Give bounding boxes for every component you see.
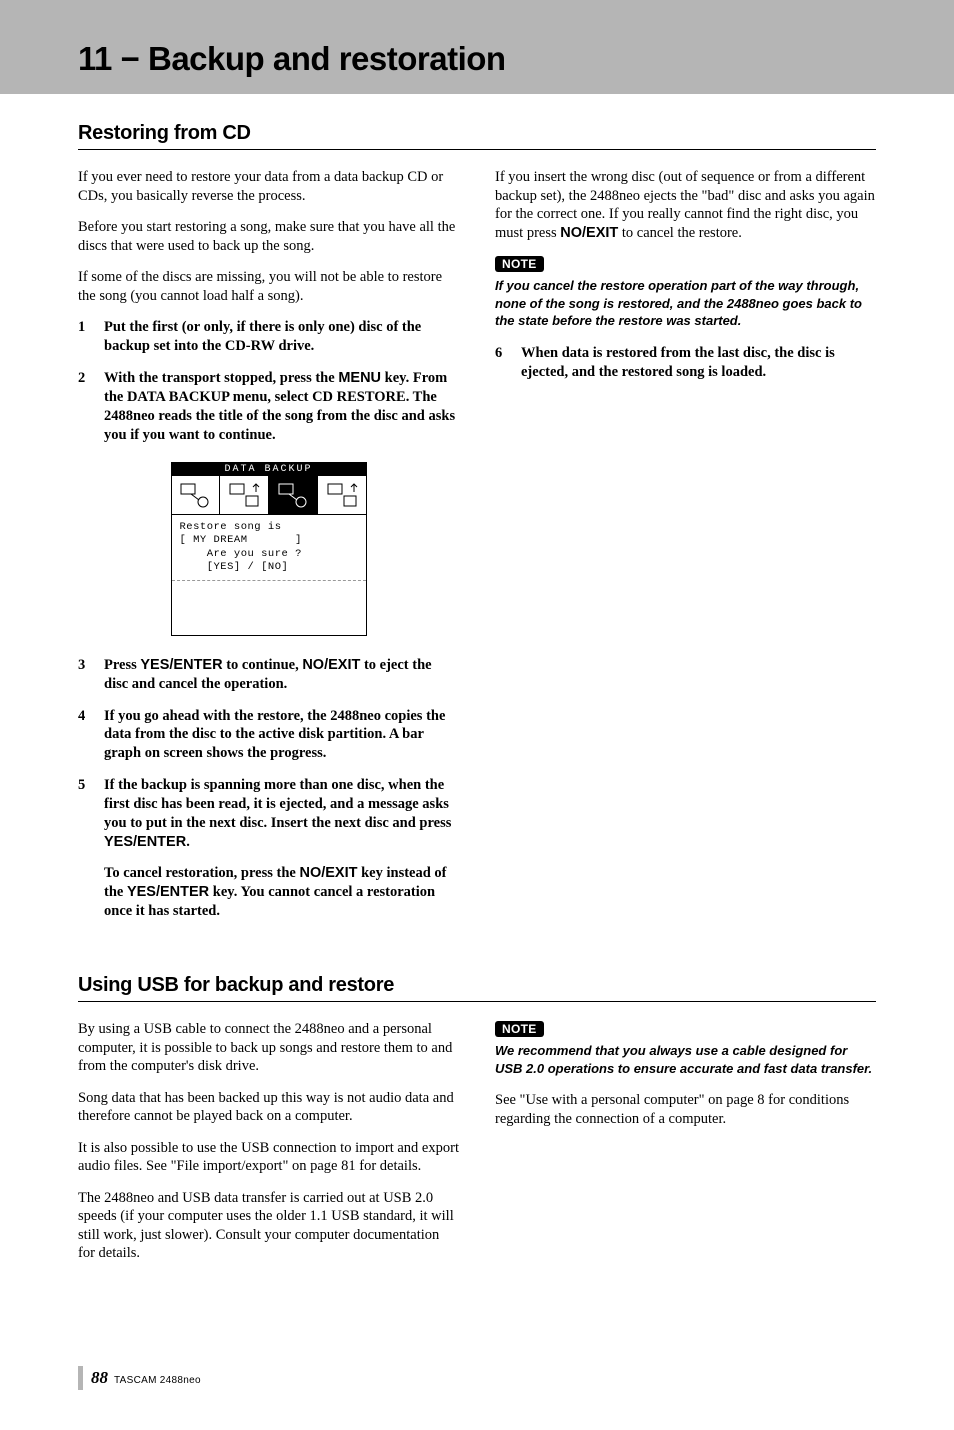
step-1: Put the first (or only, if there is only… xyxy=(78,318,459,356)
step-text: to continue, xyxy=(223,657,303,673)
lcd-screenshot: DATA BACKUP Restore song is [ MY DREAM ]… xyxy=(78,462,459,636)
chapter-title: 11 − Backup and restoration xyxy=(78,40,914,78)
step-text: Press xyxy=(104,657,140,673)
para: See "Use with a personal computer" on pa… xyxy=(495,1091,876,1128)
step-list: Put the first (or only, if there is only… xyxy=(78,318,459,444)
key-no-exit: NO/EXIT xyxy=(560,225,618,241)
step-text: To cancel restoration, press the xyxy=(104,865,299,881)
lcd-icon-selected xyxy=(269,476,318,514)
lcd-icon-cd-backup xyxy=(172,476,221,514)
step-list-right: When data is restored from the last disc… xyxy=(495,344,876,382)
step-text: . xyxy=(186,834,190,850)
key-yes-enter: YES/ENTER xyxy=(127,884,209,900)
para: If you insert the wrong disc (out of seq… xyxy=(495,168,876,242)
para: Before you start restoring a song, make … xyxy=(78,218,459,255)
para: Song data that has been backed up this w… xyxy=(78,1089,459,1126)
key-yes-enter: YES/ENTER xyxy=(140,657,222,673)
section-title-usb: Using USB for backup and restore xyxy=(78,974,876,1002)
step-5-sub: To cancel restoration, press the NO/EXIT… xyxy=(78,864,459,921)
section2-columns: By using a USB cable to connect the 2488… xyxy=(78,1020,876,1276)
page-footer: 88 TASCAM 2488neo xyxy=(0,1316,954,1390)
para: If some of the discs are missing, you wi… xyxy=(78,268,459,305)
para: It is also possible to use the USB conne… xyxy=(78,1139,459,1176)
step-list-contd: Press YES/ENTER to continue, NO/EXIT to … xyxy=(78,656,459,852)
section2-right-col: NOTE We recommend that you always use a … xyxy=(495,1020,876,1276)
lcd-icon-restore-2 xyxy=(318,476,366,514)
note-badge: NOTE xyxy=(495,256,544,272)
section1-columns: If you ever need to restore your data fr… xyxy=(78,168,876,934)
step-3: Press YES/ENTER to continue, NO/EXIT to … xyxy=(78,656,459,694)
step-2: With the transport stopped, press the ME… xyxy=(78,369,459,444)
lcd-icon-cd-restore-up xyxy=(220,476,269,514)
key-menu: MENU xyxy=(338,370,381,386)
para: By using a USB cable to connect the 2488… xyxy=(78,1020,459,1076)
step-text: With the transport stopped, press the xyxy=(104,370,338,386)
key-no-exit: NO/EXIT xyxy=(299,865,357,881)
key-no-exit: NO/EXIT xyxy=(302,657,360,673)
section1-left-col: If you ever need to restore your data fr… xyxy=(78,168,459,934)
para: If you ever need to restore your data fr… xyxy=(78,168,459,205)
step-4: If you go ahead with the restore, the 24… xyxy=(78,707,459,764)
note-text: We recommend that you always use a cable… xyxy=(495,1042,876,1077)
lcd-icon-row xyxy=(172,476,366,515)
para: The 2488neo and USB data transfer is car… xyxy=(78,1189,459,1263)
lcd-body: Restore song is [ MY DREAM ] Are you sur… xyxy=(172,515,366,580)
step-6: When data is restored from the last disc… xyxy=(495,344,876,382)
lcd-title: DATA BACKUP xyxy=(172,463,366,476)
section1-right-col: If you insert the wrong disc (out of seq… xyxy=(495,168,876,934)
chapter-header: 11 − Backup and restoration xyxy=(0,0,954,94)
step-5: If the backup is spanning more than one … xyxy=(78,776,459,851)
note-badge: NOTE xyxy=(495,1021,544,1037)
section2-left-col: By using a USB cable to connect the 2488… xyxy=(78,1020,459,1276)
content-area: Restoring from CD If you ever need to re… xyxy=(0,122,954,1276)
footer-model: TASCAM 2488neo xyxy=(114,1375,201,1386)
footer-inner: 88 TASCAM 2488neo xyxy=(78,1366,954,1390)
para-text: to cancel the restore. xyxy=(618,225,742,241)
lcd-empty xyxy=(172,580,366,635)
lcd: DATA BACKUP Restore song is [ MY DREAM ]… xyxy=(171,462,367,636)
page: 11 − Backup and restoration Restoring fr… xyxy=(0,0,954,1430)
note-text: If you cancel the restore operation part… xyxy=(495,277,876,330)
key-yes-enter: YES/ENTER xyxy=(104,834,186,850)
step-text: If the backup is spanning more than one … xyxy=(104,777,451,831)
section-title-restoring: Restoring from CD xyxy=(78,122,876,150)
page-number: 88 xyxy=(91,1368,108,1388)
